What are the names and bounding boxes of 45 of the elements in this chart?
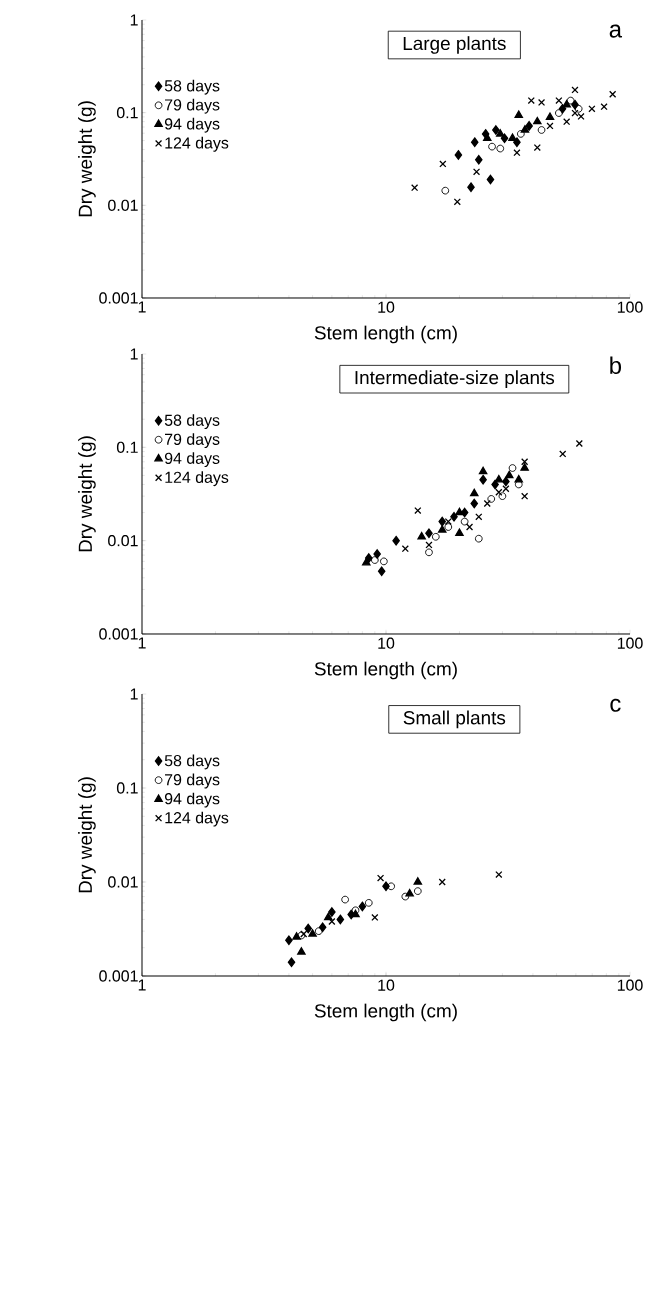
y-tick-label: 1 [130,688,138,700]
y-tick-label: 1 [130,14,138,26]
y-axis-title: Dry weight (g) [78,777,96,893]
legend-label: 58 days [164,79,220,95]
legend-label: 94 days [164,452,220,468]
y-tick-label: 0.001 [99,292,138,304]
x-axis-title: Stem length (cm) [314,325,457,344]
x-tick-label: 1 [138,979,146,991]
y-axis-title: Dry weight (g) [78,101,96,217]
legend-label: 94 days [164,117,220,133]
annotation: c [610,698,621,712]
legend-label: 124 days [165,811,229,827]
y-tick-label: 0.01 [108,199,138,211]
text: Intermediate-size plants [355,370,555,389]
x-axis-title: Stem length (cm) [314,1003,457,1022]
x-tick-label: 100 [617,637,643,649]
y-tick-label: 0.1 [116,782,138,794]
x-tick-label: 1 [138,637,146,649]
legend-label: 79 days [165,773,220,789]
legend-label: 124 days [165,471,229,487]
legend-label: 58 days [164,414,220,430]
text: Large plants [403,36,506,54]
x-tick-label: 100 [617,979,643,991]
x-axis-title: Stem length (cm) [314,661,457,680]
text: Small plants [403,710,506,729]
legend-label: 94 days [164,792,220,808]
legend-label: 58 days [164,754,220,770]
annotation: b [610,356,622,374]
y-tick-label: 1 [130,348,138,360]
y-tick-label: 0.01 [108,876,138,888]
y-tick-label: 0.01 [108,535,138,547]
x-tick-label: 10 [378,301,395,313]
x-tick-label: 10 [378,637,395,649]
legend-label: 124 days [165,136,229,152]
x-tick-label: 10 [378,979,395,991]
y-tick-label: 0.001 [99,970,138,982]
legend-label: 79 days [165,433,220,449]
y-axis-title: Dry weight (g) [78,436,96,552]
y-tick-label: 0.1 [116,107,138,119]
x-tick-label: 100 [617,301,643,313]
annotation: a [609,24,623,38]
legend-label: 79 days [165,98,220,114]
x-tick-label: 1 [138,301,146,313]
y-tick-label: 0.1 [116,441,138,453]
y-tick-label: 0.001 [99,628,138,640]
